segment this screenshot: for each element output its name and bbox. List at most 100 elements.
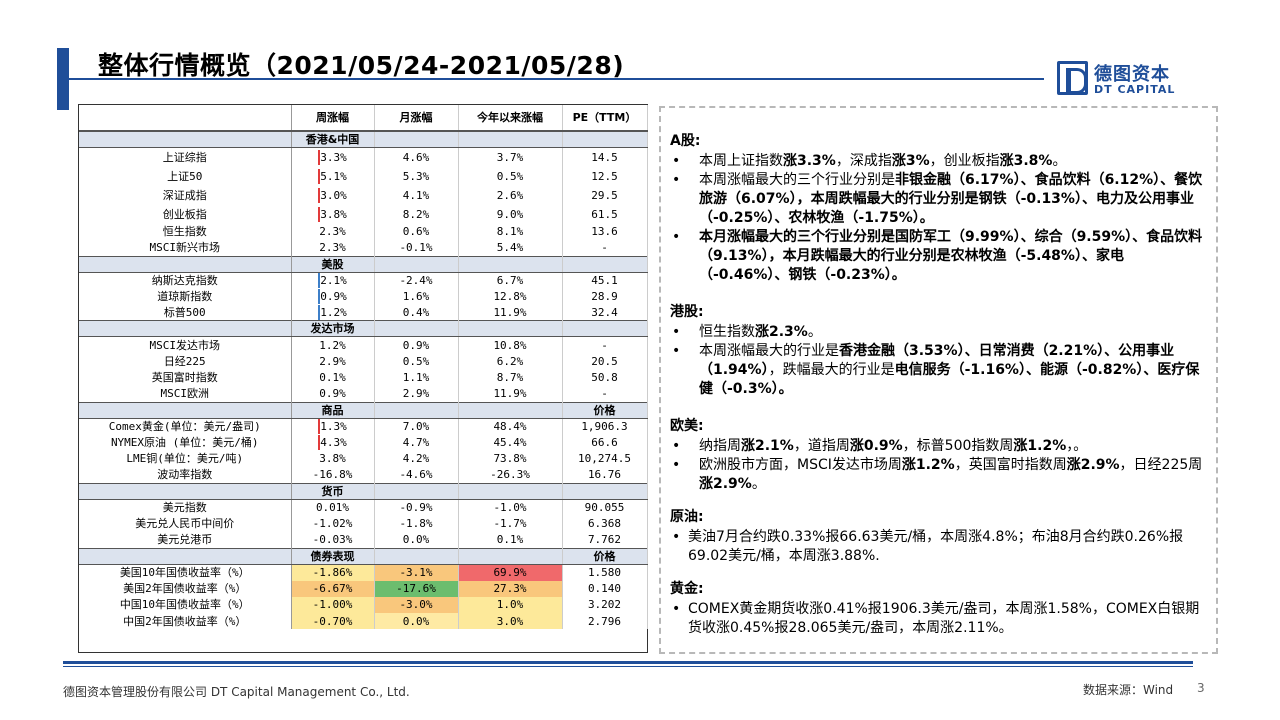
bullet-text: ，深成指: [835, 153, 892, 169]
cell-ytd: 6.7%: [458, 272, 563, 289]
data-bar: [318, 168, 321, 184]
bullet-bold-text: 香港金融（3.53%）、日常消费（2.21%）、公用事业（1.94%）: [699, 343, 1175, 378]
cell-pe: 12.5: [562, 166, 648, 186]
market-table: 周涨幅 月涨幅 今年以来涨幅 PE（TTM） 香港&中国 上证综指 3.3% 4.6%…: [79, 105, 648, 630]
cell-week-text: 0.9%: [320, 290, 347, 304]
footer-source: 数据来源：Wind: [1083, 683, 1174, 697]
cell-name: 美国2年国债收益率（%）: [79, 580, 292, 597]
header-ytd: 今年以来涨幅: [458, 105, 563, 132]
databar-cell: 3.0%: [295, 187, 371, 203]
logo-cn-text: 德图资本: [1094, 64, 1170, 85]
cell-name: MSCI新兴市场: [79, 239, 292, 257]
section-title: 美股: [291, 255, 375, 273]
section-cell: [458, 130, 563, 148]
bullet-text: 。: [751, 476, 766, 492]
section-title: 商品: [291, 401, 375, 419]
cell-pe: 29.5: [562, 185, 648, 205]
databar-cell: 5.1%: [295, 168, 371, 184]
table-row: 美国10年国债收益率（%） -1.86% -3.1% 69.9% 1.580: [79, 564, 648, 581]
page-title: 整体行情概览（2021/05/24-2021/05/28): [98, 51, 625, 80]
bullet-text: ，。: [1066, 438, 1088, 454]
cell-pe: 0.140: [562, 580, 648, 597]
cell-month: 4.1%: [374, 185, 459, 205]
cell-pe: 20.5: [562, 353, 648, 370]
cell-name: 美元兑港币: [79, 531, 292, 549]
bullet-bold-text: 涨2.9%: [699, 476, 752, 492]
table-row: 标普500 1.2% 0.4% 11.9% 32.4: [79, 304, 648, 321]
section-cell: [458, 401, 563, 419]
cell-month: -0.1%: [374, 239, 459, 257]
title-accent-bar: [57, 48, 69, 110]
cell-ytd: 1.0%: [458, 596, 563, 614]
section-cell: [79, 547, 292, 565]
bullet-text: 。: [807, 324, 822, 340]
a-share-title: A股:: [670, 133, 701, 149]
cell-week-text: 2.1%: [320, 273, 347, 287]
cell-pe: 32.4: [562, 304, 648, 321]
cell-pe: 66.6: [562, 434, 648, 451]
cell-week-text: 5.1%: [320, 169, 347, 183]
page-number: 3: [1197, 681, 1205, 695]
cell-name: 美元兑人民币中间价: [79, 515, 292, 532]
us-eu-list: 纳指周涨2.1%，道指周涨0.9%，标普500指数周涨1.2%，。欧洲股市方面，…: [670, 437, 1206, 494]
bullet-item: 欧洲股市方面，MSCI发达市场周涨1.2%，英国富时指数周涨2.9%，日经225…: [670, 456, 1206, 494]
cell-name: 波动率指数: [79, 467, 292, 484]
section-cell: [79, 320, 292, 338]
table-row: 创业板指 3.8% 8.2% 9.0% 61.5: [79, 204, 648, 224]
cell-month: 7.0%: [374, 418, 459, 435]
cell-week-text: 3.3%: [320, 150, 347, 164]
bullet-item: 本周涨幅最大的行业是香港金融（3.53%）、日常消费（2.21%）、公用事业（1…: [670, 342, 1206, 399]
title-underline: [69, 78, 1044, 80]
a-share-list: 本周上证指数涨3.3%，深成指涨3%，创业板指涨3.8%。本周涨幅最大的三个行业…: [670, 152, 1206, 285]
section-extra: 价格: [562, 547, 648, 565]
market-table-container: 周涨幅 月涨幅 今年以来涨幅 PE（TTM） 香港&中国 上证综指 3.3% 4.6%…: [78, 104, 648, 653]
cell-ytd: 0.1%: [458, 531, 563, 549]
section-title: 发达市场: [291, 320, 375, 338]
section-cell: [458, 547, 563, 565]
section-cell: [79, 482, 292, 500]
section-title: 债券表现: [291, 547, 375, 565]
cell-month: 2.9%: [374, 385, 459, 403]
cell-pe: 14.5: [562, 147, 648, 167]
cell-week: -6.67%: [291, 580, 375, 597]
bullet-text: ，英国富时指数周: [954, 457, 1067, 473]
cell-week: -0.70%: [291, 613, 375, 630]
cell-ytd: 12.8%: [458, 288, 563, 305]
cell-pe: 2.796: [562, 613, 648, 630]
cell-month: 0.0%: [374, 613, 459, 630]
cell-week: 3.0%: [291, 185, 375, 205]
cell-ytd: -1.7%: [458, 515, 563, 532]
table-row: MSCI欧洲 0.9% 2.9% 11.9% -: [79, 385, 648, 403]
section-extra: [562, 130, 648, 148]
cell-week: 3.8%: [291, 450, 375, 468]
bullet-text: 本周上证指数: [699, 153, 783, 169]
cell-month: -4.6%: [374, 467, 459, 484]
databar-cell: 4.3%: [295, 435, 371, 451]
bullet-bold-text: 电信服务（-1.16%）、能源（-0.82%）、医疗保健（-0.3%）。: [699, 362, 1200, 397]
cell-ytd: 69.9%: [458, 564, 563, 581]
bullet-text: 。: [1052, 153, 1067, 169]
cell-pe: 90.055: [562, 499, 648, 516]
table-row: 恒生指数 2.3% 0.6% 8.1% 13.6: [79, 223, 648, 240]
cell-week-text: 3.0%: [320, 188, 347, 202]
company-logo: 德图资本 DT CAPITAL: [1057, 60, 1182, 100]
cell-ytd: 2.6%: [458, 185, 563, 205]
table-row: NYMEX原油 (单位：美元/桶) 4.3% 4.7% 45.4% 66.6: [79, 434, 648, 451]
table-row: 波动率指数 -16.8% -4.6% -26.3% 16.76: [79, 467, 648, 484]
bullet-text: ，标普500指数周: [902, 438, 1014, 454]
section-cell: [374, 482, 459, 500]
databar-cell: 1.3%: [295, 419, 371, 435]
oil-title: 原油:: [670, 509, 704, 525]
bullet-bold-text: 本月涨幅最大的三个行业分别是国防军工（9.99%）、综合（9.59%）、食品饮料…: [699, 229, 1203, 283]
databar-cell: 0.9%: [295, 289, 371, 305]
cell-week: -1.00%: [291, 596, 375, 614]
bullet-bold-text: 涨3.3%: [783, 153, 836, 169]
cell-name: 纳斯达克指数: [79, 272, 292, 289]
bullet-item: 纳指周涨2.1%，道指周涨0.9%，标普500指数周涨1.2%，。: [670, 437, 1206, 456]
cell-month: 1.1%: [374, 369, 459, 386]
cell-pe: -: [562, 239, 648, 257]
cell-name: Comex黄金(单位：美元/盎司): [79, 418, 292, 435]
cell-month: -3.1%: [374, 564, 459, 581]
table-row: LME铜(单位：美元/吨) 3.8% 4.2% 73.8% 10,274.5: [79, 450, 648, 468]
bullet-bold-text: 非银金融（6.17%）、食品饮料（6.12%）、餐饮旅游（6.07%），本周跌幅…: [699, 172, 1203, 226]
